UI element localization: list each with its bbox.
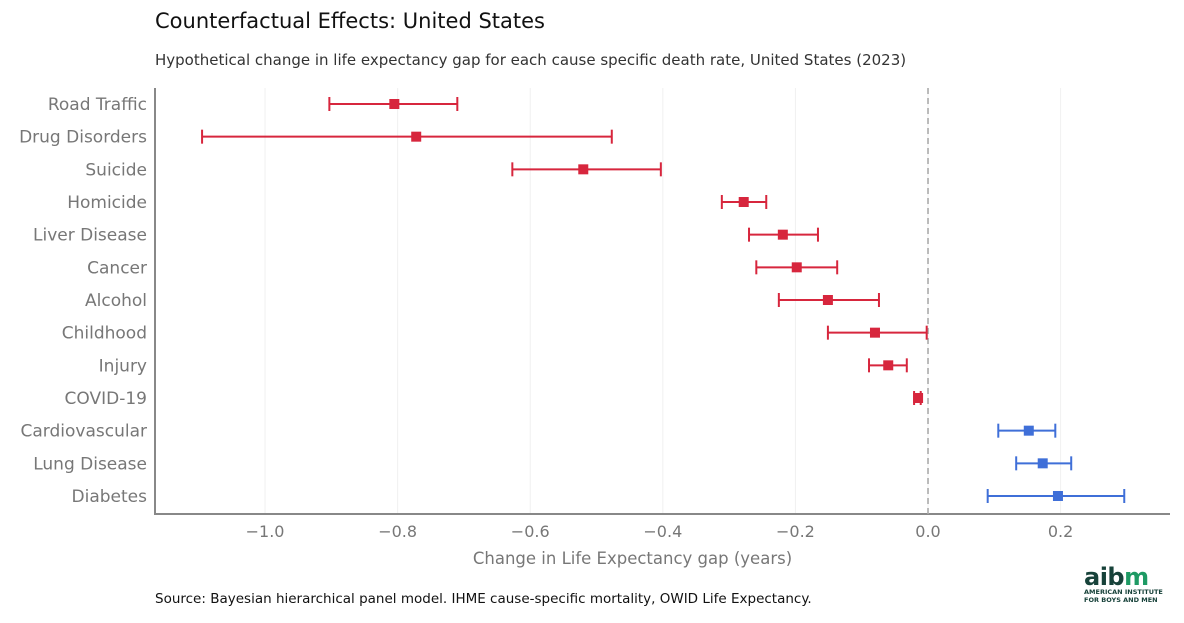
y-tick-label: Lung Disease	[33, 454, 147, 474]
x-tick-label: −0.4	[643, 522, 682, 541]
point-estimate	[822, 295, 833, 305]
y-tick-label: Injury	[99, 356, 147, 376]
y-tick-label: COVID-19	[65, 389, 147, 409]
axis-frame	[154, 88, 1170, 515]
point-estimate	[777, 229, 788, 240]
chart-subtitle: Hypothetical change in life expectancy g…	[155, 51, 907, 69]
x-tick-label: −0.8	[378, 522, 417, 541]
source-note: Source: Bayesian hierarchical panel mode…	[155, 591, 812, 607]
logo-mark-a: aib	[1084, 563, 1125, 591]
logo-mark-b: m	[1124, 563, 1149, 591]
x-tick-label: 0.2	[1048, 522, 1073, 541]
y-tick-label: Cancer	[87, 258, 147, 278]
point-estimate	[1037, 458, 1048, 469]
y-tick-label: Cardiovascular	[21, 422, 147, 442]
point-estimate	[791, 262, 802, 273]
y-tick-label: Suicide	[85, 160, 147, 180]
y-tick-label: Homicide	[67, 193, 147, 213]
y-tick-label: Liver Disease	[33, 226, 147, 246]
chart-title: Counterfactual Effects: United States	[155, 9, 545, 33]
x-axis-label: Change in Life Expectancy gap (years)	[473, 549, 792, 568]
point-estimate	[1052, 491, 1063, 501]
point-estimate	[883, 360, 894, 371]
x-tick-label: −0.6	[511, 522, 550, 541]
y-tick-label: Drug Disorders	[19, 128, 147, 148]
x-tick-label: −0.2	[776, 522, 815, 541]
y-tick-label: Diabetes	[72, 487, 148, 507]
point-estimate	[389, 99, 400, 109]
x-tick-label: −1.0	[246, 522, 285, 541]
point-estimate	[738, 197, 749, 207]
logo-line1: AMERICAN INSTITUTE	[1084, 588, 1163, 596]
point-estimate	[1023, 425, 1034, 436]
x-tick-label: 0.0	[915, 522, 940, 541]
y-tick-label: Childhood	[62, 324, 147, 344]
y-tick-label: Alcohol	[85, 291, 147, 311]
point-estimate	[913, 393, 924, 403]
point-estimate	[411, 131, 422, 142]
logo-line2: FOR BOYS AND MEN	[1084, 596, 1158, 604]
point-estimate	[869, 327, 880, 338]
aibm-logo: aibm AMERICAN INSTITUTE FOR BOYS AND MEN	[1084, 563, 1174, 604]
y-tick-label: Road Traffic	[48, 95, 147, 115]
point-estimate	[578, 164, 589, 175]
